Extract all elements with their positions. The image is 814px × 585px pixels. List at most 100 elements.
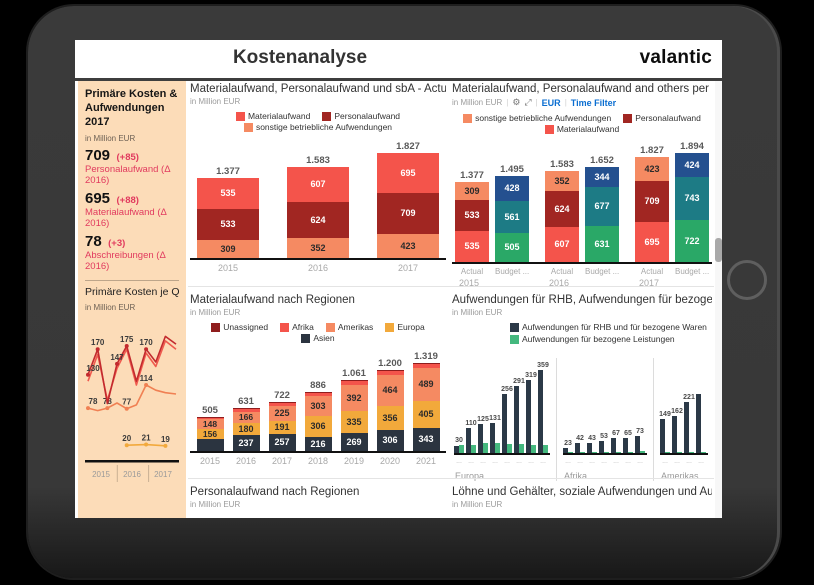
bezogene-leistungen-bar[interactable] [568, 452, 573, 453]
bar-pair[interactable] [696, 394, 706, 453]
bezogene-leistungen-bar[interactable] [459, 445, 464, 453]
bar-segment[interactable]: 180 [232, 423, 260, 435]
rhb-waren-bar[interactable] [660, 419, 665, 453]
rhb-waren-bar[interactable] [611, 438, 616, 453]
legend-item[interactable]: Materialaufwand [235, 111, 310, 121]
bar-segment[interactable]: 428 [495, 176, 529, 201]
bar-segment[interactable]: 356 [376, 406, 404, 430]
bar-segment[interactable]: 607 [545, 227, 579, 262]
bar-segment[interactable]: 533 [197, 209, 259, 240]
rhb-waren-bar[interactable] [454, 446, 459, 453]
bar-segment[interactable]: 306 [376, 430, 404, 451]
bar-segment[interactable] [232, 408, 260, 409]
bar-pair[interactable]: 110 [465, 420, 477, 453]
bar-segment[interactable] [412, 364, 440, 368]
stacked-bar[interactable]: 1.827 695 709 423 [377, 141, 439, 258]
bar-segment[interactable] [340, 380, 368, 381]
bar-segment[interactable]: 709 [635, 181, 669, 222]
bar-pair[interactable]: 23 [563, 440, 573, 453]
bar-pair[interactable]: 65 [623, 430, 633, 453]
bar-segment[interactable]: 309 [455, 182, 489, 200]
bar-segment[interactable]: 489 [412, 368, 440, 401]
bar-segment[interactable]: 335 [340, 411, 368, 433]
rhb-waren-bar[interactable] [696, 394, 701, 453]
bar-pair[interactable]: 73 [635, 428, 645, 453]
stacked-bar[interactable]: 1.495 428 561 505 [495, 164, 529, 262]
eur-filter-link[interactable]: EUR [541, 97, 561, 108]
stacked-bar[interactable]: 1.583 352 624 607 [545, 159, 579, 262]
stacked-bar[interactable]: 886 303 306 216 [304, 380, 332, 451]
legend-item[interactable]: Afrika [280, 322, 314, 332]
scrollbar-thumb[interactable] [715, 238, 722, 262]
bezogene-leistungen-bar[interactable] [507, 444, 512, 453]
bar-pair[interactable]: 221 [683, 394, 695, 453]
bezogene-leistungen-bar[interactable] [543, 445, 548, 453]
bar-segment[interactable]: 216 [304, 437, 332, 451]
bar-segment[interactable]: 148 [196, 419, 224, 429]
bar-segment[interactable]: 191 [268, 421, 296, 434]
bar-pair[interactable]: 319 [525, 372, 537, 453]
bezogene-leistungen-bar[interactable] [592, 452, 597, 453]
bar-segment[interactable]: 535 [197, 178, 259, 209]
bar-segment[interactable]: 424 [675, 153, 709, 177]
bar-segment[interactable] [196, 418, 224, 419]
stacked-bar[interactable]: 722 225 191 257 [268, 390, 296, 451]
bar-segment[interactable] [376, 370, 404, 371]
kpi-materialaufwand[interactable]: 695 (+88) Materialaufwand (Δ 2016) [85, 190, 179, 230]
bar-segment[interactable] [304, 393, 332, 396]
bar-segment[interactable]: 225 [268, 406, 296, 421]
bar-pair[interactable]: 162 [671, 408, 683, 453]
bar-segment[interactable] [376, 371, 404, 375]
stacked-bar[interactable]: 1.377 535 533 309 [197, 166, 259, 258]
bezogene-leistungen-bar[interactable] [519, 444, 524, 453]
bar-pair[interactable]: 67 [611, 430, 621, 453]
rhb-waren-bar[interactable] [623, 438, 628, 453]
bar-segment[interactable]: 535 [455, 231, 489, 262]
bar-segment[interactable]: 352 [545, 171, 579, 191]
bezogene-leistungen-bar[interactable] [689, 452, 694, 453]
vertical-scrollbar[interactable] [715, 81, 722, 518]
bar-pair[interactable]: 30 [454, 437, 464, 453]
stacked-bar[interactable]: 631 166 180 237 [232, 396, 260, 451]
home-button[interactable] [727, 260, 767, 300]
bar-segment[interactable]: 309 [197, 240, 259, 258]
bar-pair[interactable]: 291 [513, 378, 525, 453]
legend-item[interactable]: Unassigned [211, 322, 268, 332]
bezogene-leistungen-bar[interactable] [483, 443, 488, 453]
stacked-bar[interactable]: 1.827 423 709 695 [635, 145, 669, 262]
bar-segment[interactable]: 237 [232, 435, 260, 451]
legend-item[interactable]: sonstige betriebliche Aufwendungen [463, 113, 611, 123]
bar-segment[interactable]: 607 [287, 167, 349, 202]
bar-segment[interactable]: 722 [675, 220, 709, 262]
time-filter-link[interactable]: Time Filter [570, 97, 617, 108]
stacked-bar[interactable]: 1.061 392 335 269 [340, 368, 368, 451]
rhb-waren-bar[interactable] [526, 380, 531, 453]
bar-segment[interactable] [412, 363, 440, 364]
stacked-bar[interactable]: 1.583 607 624 352 [287, 155, 349, 258]
bezogene-leistungen-bar[interactable] [701, 452, 706, 453]
bar-segment[interactable] [268, 403, 296, 406]
bar-segment[interactable]: 624 [545, 191, 579, 227]
bar-segment[interactable]: 624 [287, 202, 349, 238]
bezogene-leistungen-bar[interactable] [471, 445, 476, 453]
bezogene-leistungen-bar[interactable] [616, 452, 621, 453]
bar-segment[interactable]: 677 [585, 187, 619, 226]
rhb-waren-bar[interactable] [538, 370, 543, 453]
kpi-abschreibungen[interactable]: 78 (+3) Abschreibungen (Δ 2016) [85, 233, 179, 273]
bar-pair[interactable]: 256 [501, 386, 513, 453]
bar-segment[interactable] [268, 402, 296, 403]
bezogene-leistungen-bar[interactable] [495, 443, 500, 453]
rhb-waren-bar[interactable] [599, 441, 604, 453]
bar-segment[interactable]: 166 [232, 412, 260, 423]
bar-segment[interactable]: 392 [340, 385, 368, 411]
rhb-waren-bar[interactable] [563, 448, 568, 453]
bar-pair[interactable]: 359 [537, 362, 549, 453]
legend-item[interactable]: Amerikas [325, 322, 373, 332]
bar-segment[interactable]: 343 [412, 428, 440, 451]
rhb-waren-bar[interactable] [478, 424, 483, 453]
bezogene-leistungen-bar[interactable] [665, 452, 670, 453]
bar-segment[interactable]: 257 [268, 434, 296, 451]
legend-item[interactable]: Asien [301, 333, 335, 343]
stacked-bar[interactable]: 1.894 424 743 722 [675, 141, 709, 262]
stacked-bar[interactable]: 505 148 156 [196, 405, 224, 451]
